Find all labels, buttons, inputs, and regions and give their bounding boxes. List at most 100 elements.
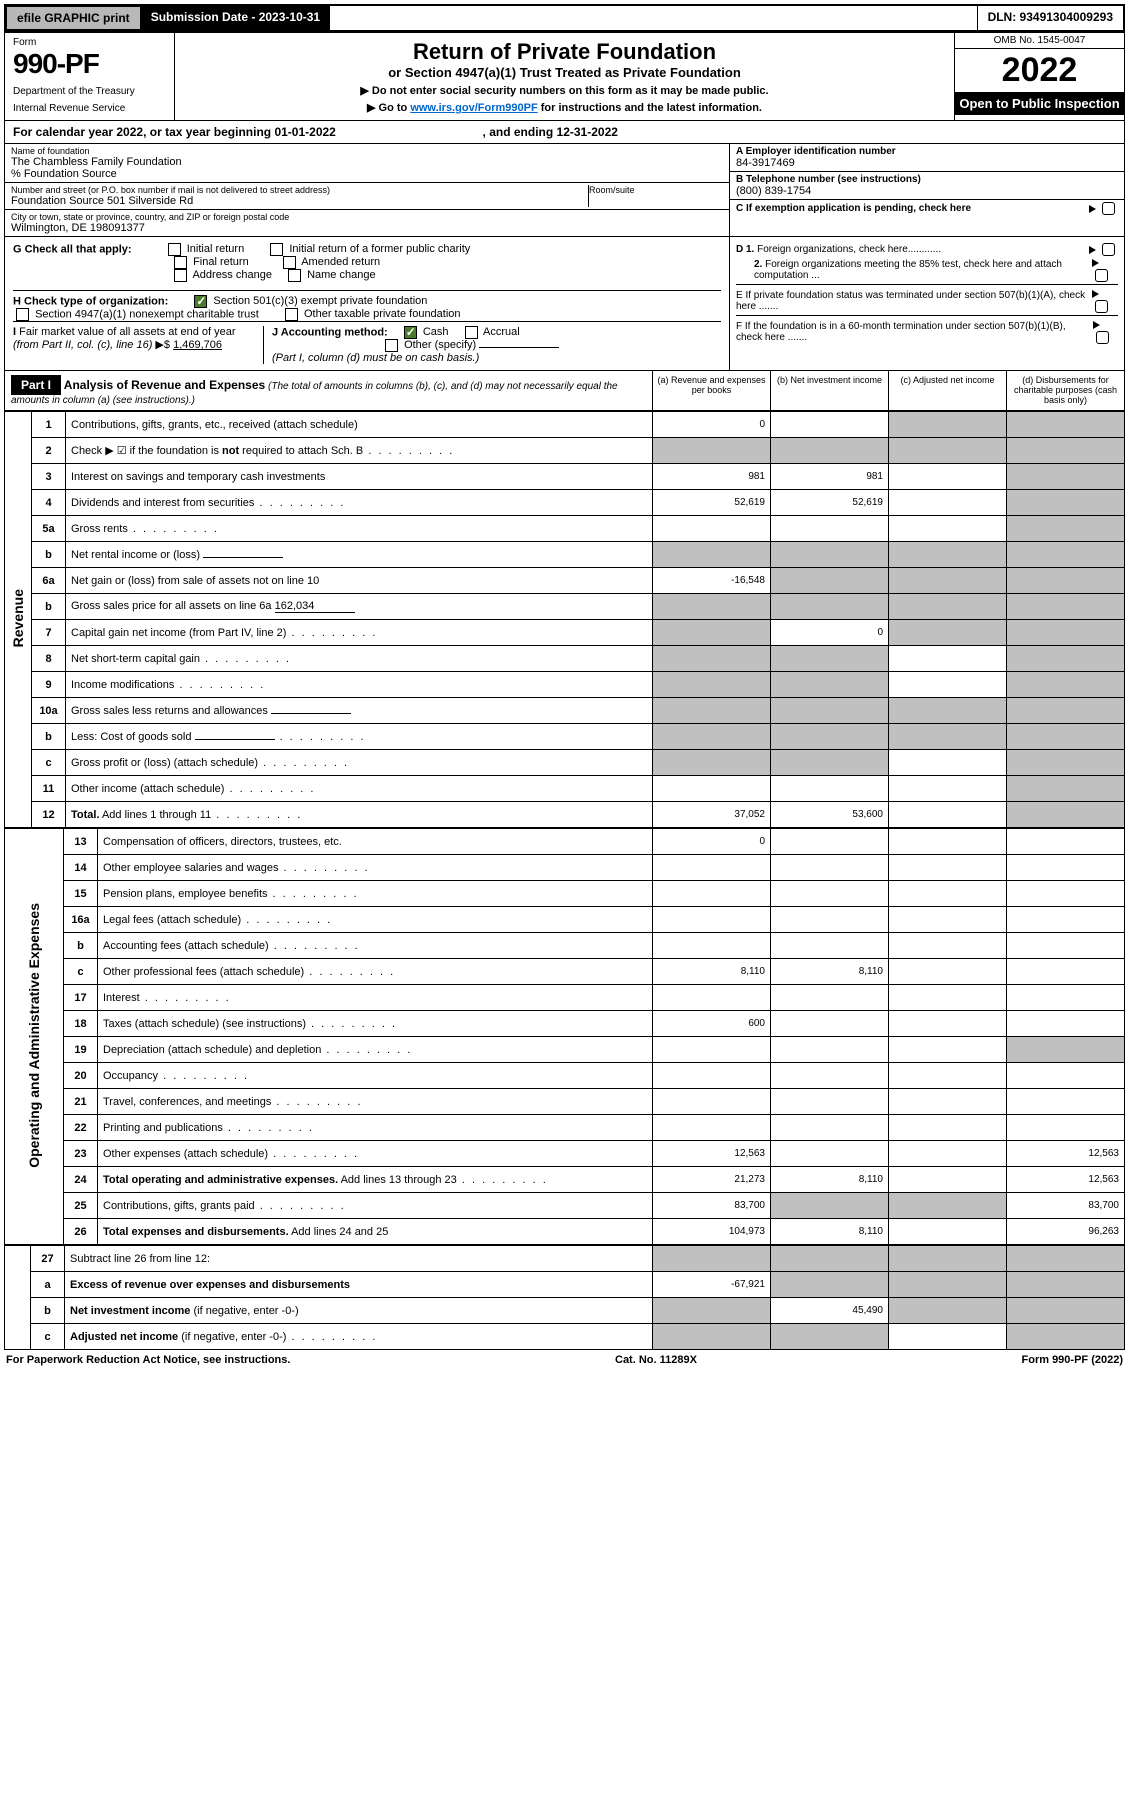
cell-value: 52,619 xyxy=(653,490,771,516)
cell-value xyxy=(771,516,889,542)
j-label: J Accounting method: xyxy=(272,326,388,338)
initial-return-checkbox[interactable] xyxy=(168,243,181,256)
e-checkbox[interactable] xyxy=(1095,300,1108,313)
cell-shaded xyxy=(771,646,889,672)
cell-shaded xyxy=(889,1193,1007,1219)
cell-value: 52,619 xyxy=(771,490,889,516)
d2-label: 2. Foreign organizations meeting the 85%… xyxy=(736,259,1092,281)
submission-date: Submission Date - 2023-10-31 xyxy=(141,6,330,30)
final-return-checkbox[interactable] xyxy=(174,256,187,269)
efile-print-button[interactable]: efile GRAPHIC print xyxy=(6,6,141,30)
row-number: 4 xyxy=(32,490,66,516)
calendar-year-row: For calendar year 2022, or tax year begi… xyxy=(4,121,1125,144)
table-row: Operating and Administrative Expenses13C… xyxy=(5,829,1125,855)
row-number: 24 xyxy=(64,1167,98,1193)
info-block: Name of foundation The Chambless Family … xyxy=(4,144,1125,237)
form-note-1: ▶ Do not enter social security numbers o… xyxy=(185,84,944,97)
cell-shaded xyxy=(1007,1037,1125,1063)
cell-shaded xyxy=(1007,594,1125,620)
cell-value xyxy=(653,855,771,881)
4947-checkbox[interactable] xyxy=(16,308,29,321)
amended-return-checkbox[interactable] xyxy=(283,256,296,269)
row-number: a xyxy=(31,1272,65,1298)
cell-shaded xyxy=(771,568,889,594)
cell-shaded xyxy=(653,672,771,698)
city-value: Wilmington, DE 198091377 xyxy=(11,222,723,234)
row-desc: Interest on savings and temporary cash i… xyxy=(66,464,653,490)
table-row: cGross profit or (loss) (attach schedule… xyxy=(5,750,1125,776)
other-method-checkbox[interactable] xyxy=(385,339,398,352)
cell-shaded xyxy=(653,1324,771,1350)
accrual-checkbox[interactable] xyxy=(465,326,478,339)
row-number: 1 xyxy=(32,412,66,438)
cell-value xyxy=(771,1037,889,1063)
row-number: 9 xyxy=(32,672,66,698)
cell-shaded xyxy=(653,620,771,646)
row-desc: Total operating and administrative expen… xyxy=(98,1167,653,1193)
501c3-checkbox[interactable] xyxy=(194,295,207,308)
other-taxable-checkbox[interactable] xyxy=(285,308,298,321)
city-label: City or town, state or province, country… xyxy=(11,212,723,222)
arrow-icon xyxy=(1089,205,1096,213)
cell-value: 21,273 xyxy=(653,1167,771,1193)
cell-shaded xyxy=(771,542,889,568)
row-desc: Check ▶ ☑ if the foundation is not requi… xyxy=(66,438,653,464)
d1-checkbox[interactable] xyxy=(1102,243,1115,256)
cell-value: 96,263 xyxy=(1007,1219,1125,1245)
cell-value xyxy=(771,855,889,881)
cell-value xyxy=(771,412,889,438)
cell-shaded xyxy=(653,698,771,724)
form-subtitle: or Section 4947(a)(1) Trust Treated as P… xyxy=(185,65,944,80)
cell-value: 45,490 xyxy=(771,1298,889,1324)
cell-value: 83,700 xyxy=(1007,1193,1125,1219)
row-number: 7 xyxy=(32,620,66,646)
cell-value xyxy=(1007,1115,1125,1141)
row-number: c xyxy=(32,750,66,776)
cell-value xyxy=(889,985,1007,1011)
cell-shaded xyxy=(653,438,771,464)
cell-shaded xyxy=(771,750,889,776)
row-number: 20 xyxy=(64,1063,98,1089)
cell-shaded xyxy=(653,1246,771,1272)
row-number: 14 xyxy=(64,855,98,881)
table-row: 21Travel, conferences, and meetings xyxy=(5,1089,1125,1115)
cell-shaded xyxy=(653,542,771,568)
arrow-icon xyxy=(1089,246,1096,254)
name-change-checkbox[interactable] xyxy=(288,269,301,282)
table-row: cAdjusted net income (if negative, enter… xyxy=(5,1324,1125,1350)
row-number: 2 xyxy=(32,438,66,464)
table-row: bAccounting fees (attach schedule) xyxy=(5,933,1125,959)
f-checkbox[interactable] xyxy=(1096,331,1109,344)
col-b-header: (b) Net investment income xyxy=(770,371,888,410)
summary-table: 27Subtract line 26 from line 12:aExcess … xyxy=(4,1245,1125,1350)
cash-checkbox[interactable] xyxy=(404,326,417,339)
row-number: 23 xyxy=(64,1141,98,1167)
irs-link[interactable]: www.irs.gov/Form990PF xyxy=(410,102,537,114)
initial-former-checkbox[interactable] xyxy=(270,243,283,256)
cell-shaded xyxy=(771,1324,889,1350)
table-row: Revenue1Contributions, gifts, grants, et… xyxy=(5,412,1125,438)
row-number: b xyxy=(64,933,98,959)
fmv-value: 1,469,706 xyxy=(173,339,222,351)
row-desc: Excess of revenue over expenses and disb… xyxy=(65,1272,653,1298)
cell-shaded xyxy=(889,412,1007,438)
exemption-checkbox[interactable] xyxy=(1102,202,1115,215)
cell-value xyxy=(1007,1089,1125,1115)
row-desc: Net gain or (loss) from sale of assets n… xyxy=(66,568,653,594)
phone-value: (800) 839-1754 xyxy=(736,185,1118,197)
cell-value xyxy=(889,959,1007,985)
cell-value xyxy=(1007,907,1125,933)
d2-checkbox[interactable] xyxy=(1095,269,1108,282)
cell-value xyxy=(889,1063,1007,1089)
section-label: Revenue xyxy=(5,412,32,828)
form-label: Form xyxy=(13,37,166,48)
row-number: 10a xyxy=(32,698,66,724)
cell-value xyxy=(653,1115,771,1141)
cell-value xyxy=(771,933,889,959)
row-desc: Travel, conferences, and meetings xyxy=(98,1089,653,1115)
address-change-checkbox[interactable] xyxy=(174,269,187,282)
cell-value: 53,600 xyxy=(771,802,889,828)
cell-value xyxy=(889,802,1007,828)
cell-shaded xyxy=(1007,724,1125,750)
phone-label: B Telephone number (see instructions) xyxy=(736,174,1118,185)
